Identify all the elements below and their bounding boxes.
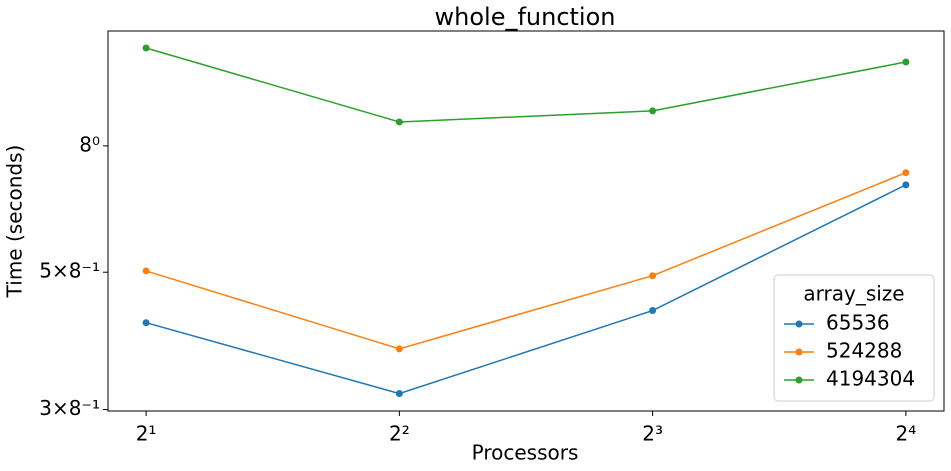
point [649, 107, 657, 115]
x-tick-label: 2² [389, 422, 410, 446]
legend: array_size 65536 524288 4194304 [773, 274, 935, 402]
line [145, 47, 907, 123]
plot-frame [107, 30, 945, 412]
point [649, 272, 657, 280]
y-tick-label: 8⁰ [79, 132, 100, 156]
point [395, 118, 403, 126]
y-axis-label: Time (seconds) [3, 145, 27, 299]
x-axis-label: Processors [472, 441, 579, 465]
chart-title: whole_function [435, 3, 616, 31]
legend-marker [795, 376, 803, 384]
line [145, 172, 907, 350]
legend-label: 65536 [826, 311, 890, 335]
point [902, 181, 910, 189]
point [649, 307, 657, 315]
point [142, 267, 150, 275]
y-tick-label: 5×8⁻¹ [39, 259, 100, 283]
x-tick-label: 2³ [642, 422, 663, 446]
point [395, 390, 403, 398]
legend-label: 524288 [826, 339, 902, 363]
x-tick-label: 2⁴ [895, 422, 916, 446]
point [142, 319, 150, 327]
point [902, 58, 910, 66]
point [142, 44, 150, 52]
legend-marker [795, 320, 803, 328]
legend-marker [795, 348, 803, 356]
y-tick-label: 3×8⁻¹ [39, 396, 100, 420]
legend-label: 4194304 [826, 367, 915, 391]
legend-box [773, 274, 935, 402]
line [145, 184, 907, 395]
legend-title: array_size [803, 282, 904, 306]
x-tick-label: 2¹ [136, 422, 157, 446]
point [902, 169, 910, 177]
point [395, 345, 403, 353]
